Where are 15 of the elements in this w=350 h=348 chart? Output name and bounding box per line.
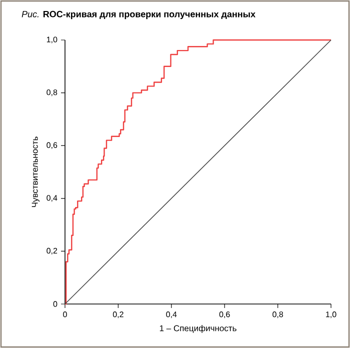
y-tick-label: 0 (53, 301, 58, 307)
y-tick-label: 0,8 (46, 89, 58, 96)
chart-title: Рис. ROC-кривая для проверки полученных данных (22, 10, 256, 20)
x-tick-label: 0,2 (112, 312, 124, 318)
y-tick-label: 0,2 (46, 248, 58, 254)
y-tick-label: 0,4 (46, 195, 58, 202)
x-tick-label: 0,8 (272, 312, 284, 318)
y-tick-label: 0,6 (46, 142, 58, 149)
x-tick-label: 0 (63, 312, 67, 318)
x-tick-label: 0,4 (166, 312, 177, 318)
y-axis-title: Чувствительность (32, 136, 40, 208)
x-tick-label: 1,0 (326, 312, 336, 318)
y-tick-label: 1,0 (46, 36, 58, 44)
x-axis-title: 1 – Специфичность (160, 325, 236, 333)
x-tick-label: 0,6 (219, 312, 230, 318)
